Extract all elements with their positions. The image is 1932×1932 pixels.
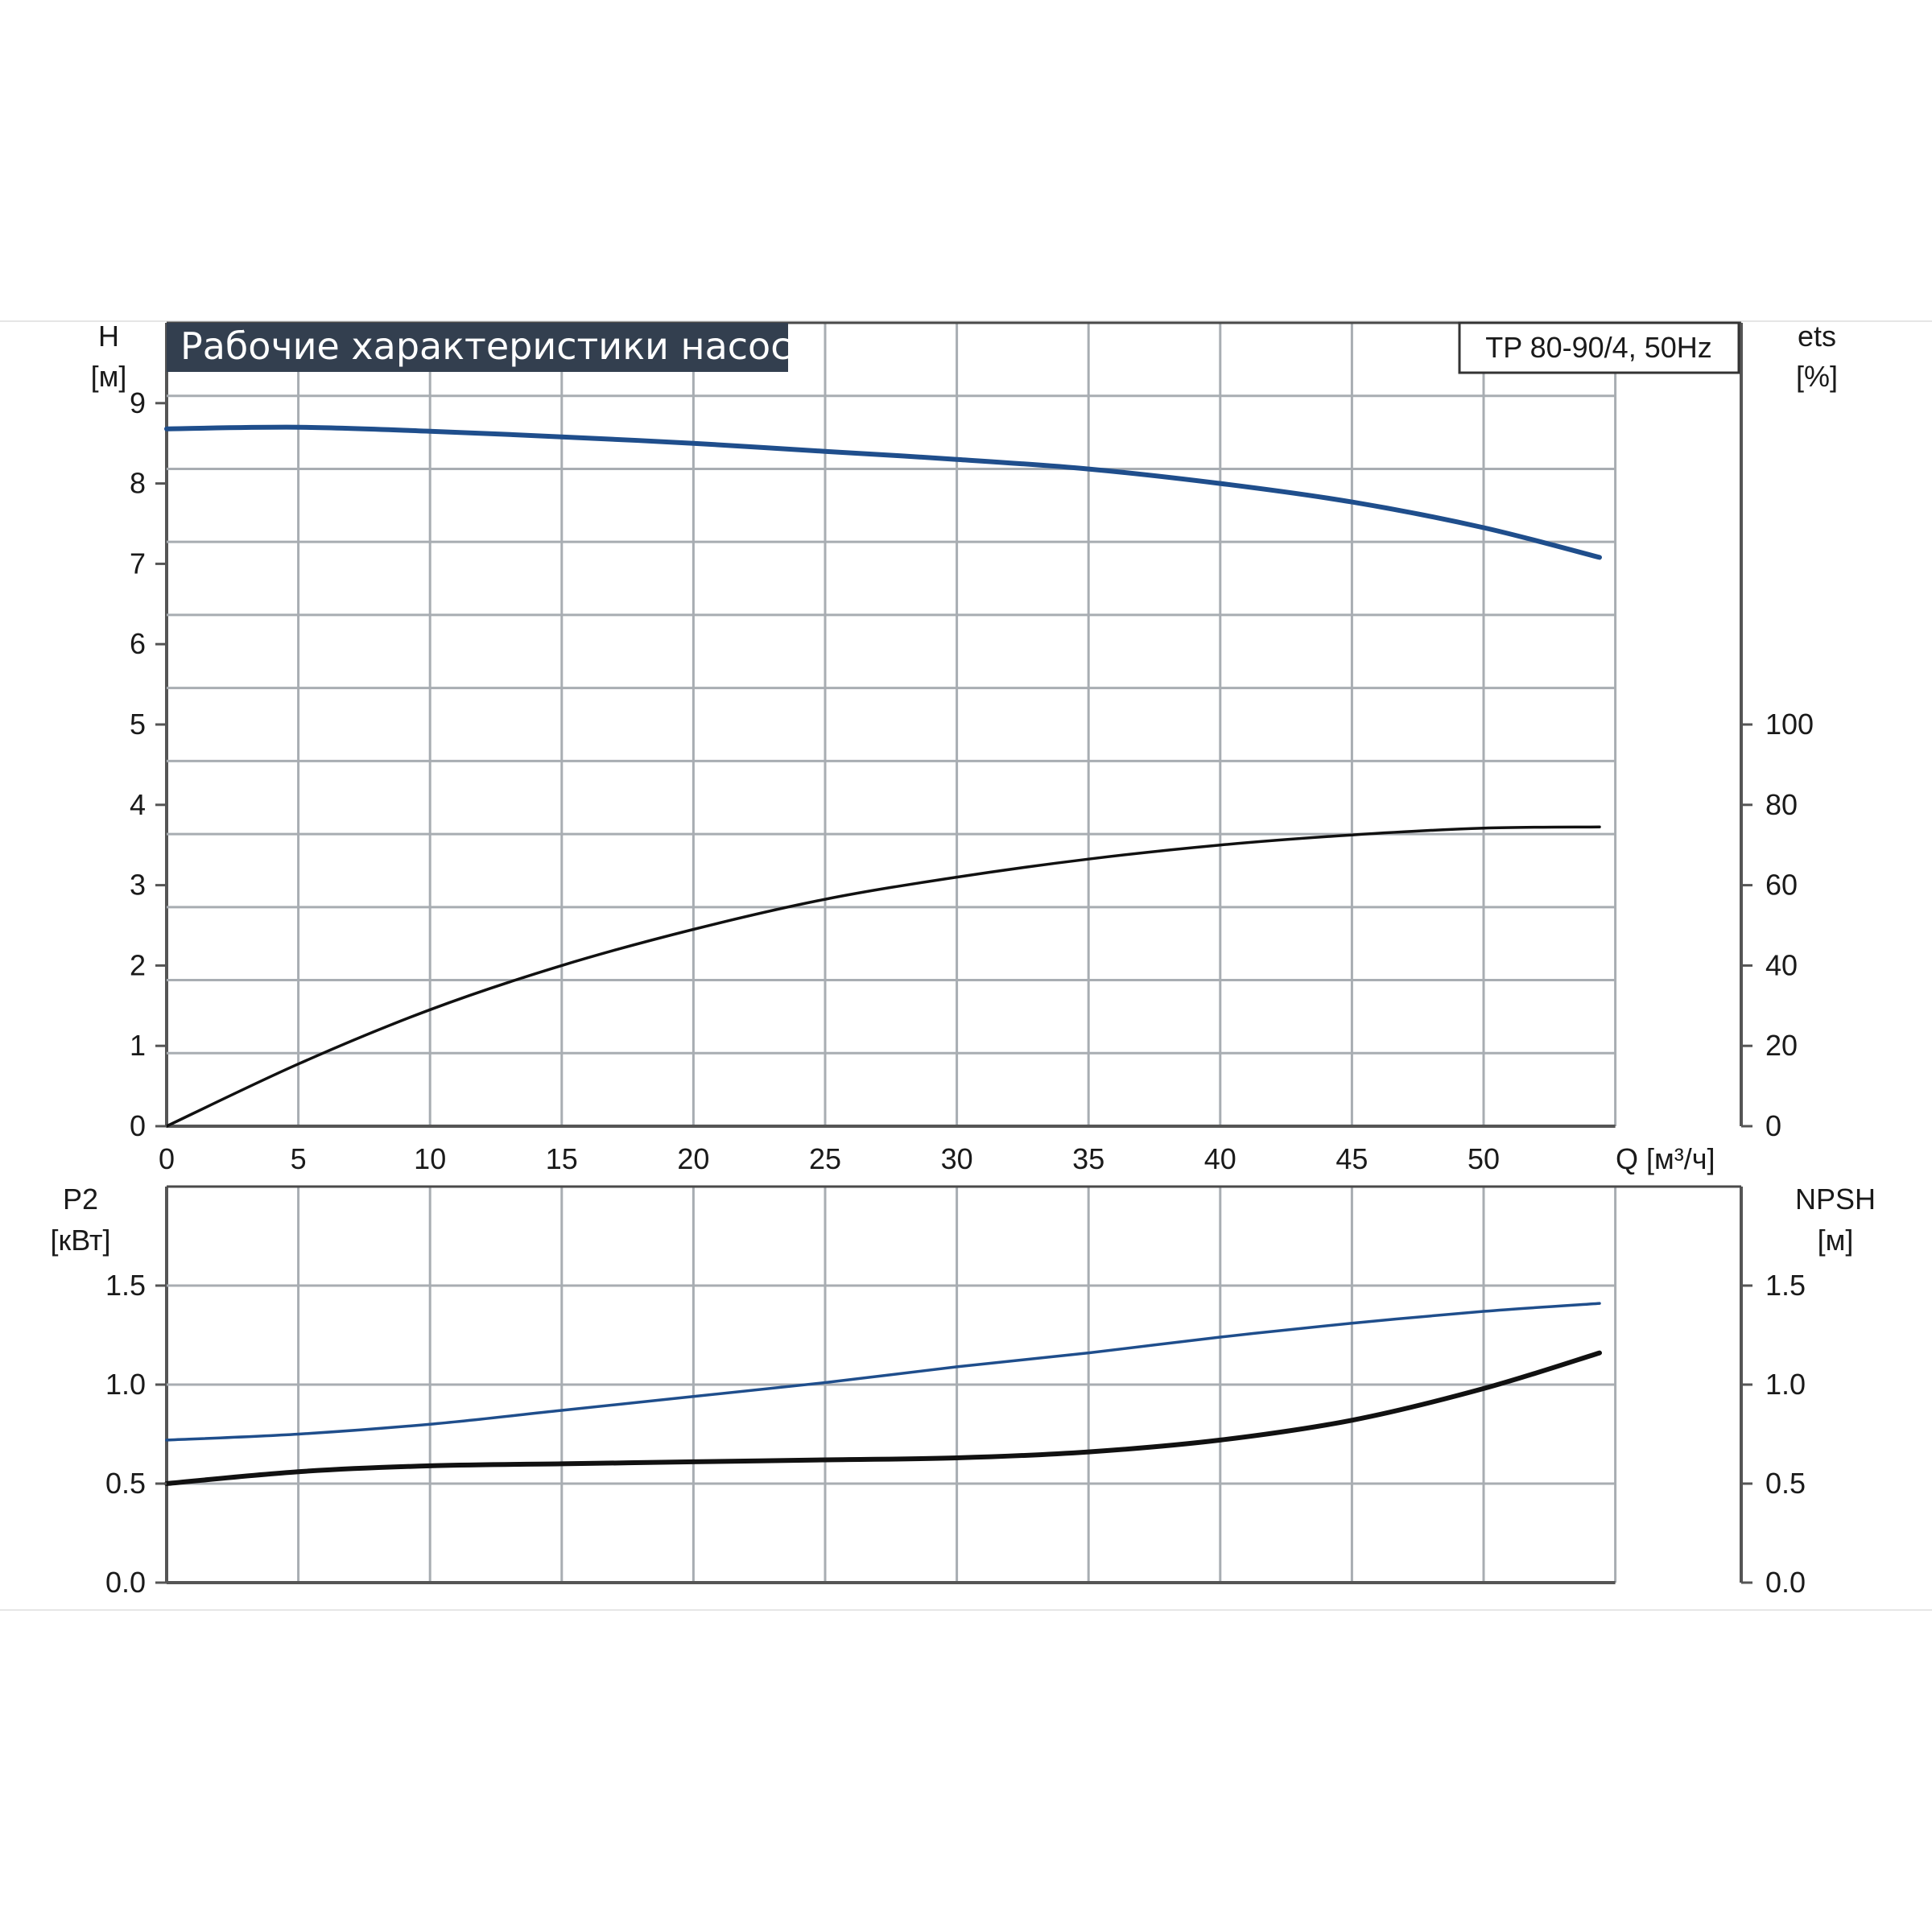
top-left-tick-label: 0 — [130, 1109, 146, 1142]
x-axis-label: Q [м³/ч] — [1616, 1142, 1715, 1175]
top-x-tick-label: 10 — [414, 1142, 446, 1175]
y-right-label-eta: ets — [1798, 320, 1836, 353]
bottom-left-tick-label: 0.0 — [105, 1566, 146, 1599]
top-left-tick-label: 1 — [130, 1029, 146, 1062]
bottom-tick-labels: 0.0 0.5 1.0 1.5 0.0 0.5 1.0 1.5 — [105, 1269, 1806, 1599]
top-left-tick-label: 2 — [130, 948, 146, 981]
bottom-right-tick-label: 0.0 — [1765, 1566, 1806, 1599]
top-x-tick-label: 50 — [1468, 1142, 1500, 1175]
chart-title: Рабочие характеристики насоса — [180, 324, 814, 368]
top-x-tick-label: 15 — [546, 1142, 578, 1175]
top-right-tick-label: 0 — [1765, 1109, 1781, 1142]
top-x-tick-label: 35 — [1072, 1142, 1104, 1175]
top-x-tick-label: 45 — [1335, 1142, 1368, 1175]
bottom-left-tick-label: 1.5 — [105, 1269, 146, 1302]
bottom-right-tick-label: 1.5 — [1765, 1269, 1806, 1302]
top-left-tick-label: 3 — [130, 869, 146, 902]
top-x-tick-label: 25 — [809, 1142, 841, 1175]
top-left-tick-label: 9 — [130, 386, 146, 419]
top-curves — [164, 424, 1602, 1128]
top-x-tick-label: 40 — [1204, 1142, 1236, 1175]
bottom-left-tick-label: 1.0 — [105, 1368, 146, 1401]
model-label: TP 80-90/4, 50Hz — [1485, 331, 1712, 364]
y-right-unit-npsh: [м] — [1818, 1224, 1854, 1257]
bottom-right-tick-label: 0.5 — [1765, 1467, 1806, 1500]
top-right-tick-label: 100 — [1765, 708, 1814, 741]
top-grid — [165, 321, 1743, 1128]
top-x-tick-label: 30 — [941, 1142, 973, 1175]
y-left-unit-h: [м] — [91, 360, 127, 393]
y-left-label-p2: P2 — [63, 1183, 98, 1216]
chart-title-box — [167, 323, 788, 372]
top-left-tick-label: 8 — [130, 467, 146, 500]
model-label-box — [1458, 321, 1740, 374]
top-left-tick-label: 7 — [130, 547, 146, 580]
top-x-tick-label: 0 — [159, 1142, 175, 1175]
bottom-curves — [164, 1302, 1602, 1486]
top-left-tick-label: 6 — [130, 627, 146, 660]
top-series-0-curve — [164, 424, 1602, 560]
power-npsh-panel: 0.0 0.5 1.0 1.5 0.0 0.5 1.0 1.5 P2 [кВт] NPSH [… — [50, 1183, 1876, 1599]
bottom-series-0-curve — [165, 1302, 1601, 1442]
bottom-left-tick-label: 0.5 — [105, 1467, 146, 1500]
top-right-tick-label: 80 — [1765, 788, 1798, 821]
top-x-tick-label: 5 — [291, 1142, 307, 1175]
top-left-tick-label: 4 — [130, 788, 146, 821]
y-left-label-h: H — [98, 320, 119, 353]
top-series-1-curve — [165, 825, 1601, 1128]
top-right-tick-label: 60 — [1765, 869, 1798, 902]
bottom-series-1-curve — [164, 1350, 1602, 1486]
top-right-tick-label: 40 — [1765, 948, 1798, 981]
y-left-unit-p2: [кВт] — [50, 1224, 110, 1257]
bottom-grid — [165, 1185, 1743, 1584]
top-left-tick-label: 5 — [130, 708, 146, 741]
top-x-tick-label: 20 — [677, 1142, 709, 1175]
y-right-label-npsh: NPSH — [1795, 1183, 1876, 1216]
bottom-right-tick-label: 1.0 — [1765, 1368, 1806, 1401]
y-right-unit-eta: [%] — [1796, 360, 1838, 393]
top-right-tick-label: 20 — [1765, 1029, 1798, 1062]
